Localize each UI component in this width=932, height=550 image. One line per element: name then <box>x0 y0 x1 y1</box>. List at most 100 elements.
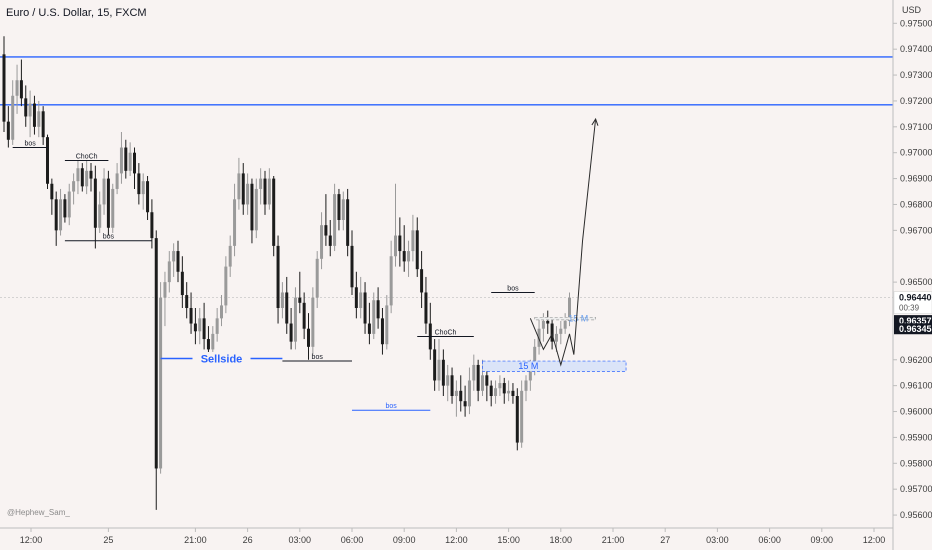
candle-body-121 <box>528 367 532 381</box>
candle-body-74 <box>324 225 328 236</box>
candle-body-45 <box>198 318 202 332</box>
candle-body-70 <box>307 328 310 347</box>
x-tick-label-15: 12:00 <box>863 535 886 545</box>
candle-body-81 <box>354 287 358 308</box>
projection-arrowhead <box>591 117 599 126</box>
x-tick-label-8: 15:00 <box>497 535 520 545</box>
annotations: 15 M 15 M bos ChoCh bos Sellside bos bos ChoCh bo… <box>12 117 627 411</box>
candle-body-76 <box>333 194 337 246</box>
candle-body-59 <box>259 178 263 189</box>
x-tick-label-11: 27 <box>660 535 670 545</box>
candle-body-2 <box>11 95 15 140</box>
y-tick-label-16: 0.95600 <box>900 510 932 520</box>
candle-body-0 <box>2 54 6 122</box>
y-tick-label-12: 0.96000 <box>900 407 932 417</box>
level-label-0: bos <box>24 141 36 148</box>
y-tick-label-14: 0.95800 <box>900 458 932 468</box>
candle-body-50 <box>220 305 223 319</box>
candle-body-51 <box>224 266 228 306</box>
candle-body-8 <box>37 111 41 127</box>
candle-body-46 <box>202 318 206 340</box>
candle-body-53 <box>233 199 237 246</box>
candle-body-118 <box>515 396 519 443</box>
x-tick-label-4: 03:00 <box>289 535 312 545</box>
candle-body-7 <box>32 103 36 127</box>
level-label-4: bos <box>312 354 324 361</box>
candle-body-77 <box>337 194 341 220</box>
y-tick-label-6: 0.96900 <box>900 174 932 184</box>
y-tick-label-0: 0.97500 <box>900 18 932 28</box>
candle-body-87 <box>380 318 384 345</box>
candle-body-112 <box>489 385 493 396</box>
candle-body-130 <box>568 297 571 321</box>
candle-body-94 <box>411 230 415 252</box>
x-tick-label-6: 09:00 <box>393 535 416 545</box>
x-tick-label-3: 26 <box>243 535 253 545</box>
candle-body-18 <box>80 168 84 187</box>
candle-body-115 <box>502 383 506 394</box>
y-tick-label-11: 0.96100 <box>900 381 932 391</box>
y-tick-label-9: 0.96500 <box>900 277 932 287</box>
y-tick-label-3: 0.97200 <box>900 96 932 106</box>
candle-body-123 <box>537 328 541 347</box>
price-label-bg-1 <box>894 315 932 327</box>
level-label-bg-3 <box>192 351 251 365</box>
candle-body-16 <box>72 181 76 192</box>
candle-body-21 <box>93 178 97 228</box>
candle-body-89 <box>389 256 393 306</box>
candle-body-62 <box>272 178 276 246</box>
candle-body-65 <box>285 292 289 324</box>
candle-body-30 <box>133 152 136 174</box>
candle-body-78 <box>341 199 345 220</box>
candle-body-5 <box>24 98 28 117</box>
candle-body-27 <box>119 147 123 174</box>
candle-body-95 <box>415 230 419 270</box>
watermark: @Hephew_Sam_ <box>7 508 70 517</box>
candle-body-48 <box>211 333 215 350</box>
candle-body-114 <box>498 383 502 389</box>
candle-body-75 <box>328 235 332 246</box>
price-label-bg-0 <box>893 291 932 314</box>
chart-title: Euro / U.S. Dollar, 15, FXCM <box>6 7 147 19</box>
candle-body-43 <box>189 308 193 324</box>
candle-body-79 <box>346 199 350 246</box>
candle-body-64 <box>280 292 284 308</box>
candle-body-34 <box>150 212 154 239</box>
candle-body-32 <box>141 181 145 195</box>
level-label-7: bos <box>507 285 519 292</box>
candles <box>2 36 571 510</box>
y-tick-label-13: 0.95900 <box>900 432 932 442</box>
candle-body-9 <box>41 111 45 138</box>
candle-body-103 <box>450 375 454 396</box>
y-tick-label-7: 0.96800 <box>900 199 932 209</box>
candle-body-106 <box>463 401 467 407</box>
candle-body-102 <box>446 375 450 386</box>
candle-body-124 <box>541 320 545 329</box>
level-label-1: ChoCh <box>76 153 98 160</box>
candle-body-86 <box>376 300 380 319</box>
candle-body-49 <box>215 318 219 334</box>
x-tick-label-0: 12:00 <box>20 535 43 545</box>
candle-body-69 <box>302 302 306 329</box>
candle-body-42 <box>185 295 189 308</box>
x-tick-label-14: 09:00 <box>811 535 834 545</box>
candle-body-128 <box>559 328 563 334</box>
candle-body-36 <box>159 297 163 469</box>
y-tick-label-8: 0.96700 <box>900 225 932 235</box>
price-label-bg-2 <box>894 323 932 335</box>
candle-body-38 <box>167 261 171 283</box>
candle-body-93 <box>407 251 411 262</box>
candle-body-57 <box>250 183 254 231</box>
y-tick-label-10: 0.96200 <box>900 355 932 365</box>
candle-body-85 <box>372 300 376 334</box>
candle-body-58 <box>254 188 258 231</box>
candle-body-44 <box>193 323 197 332</box>
candle-body-120 <box>524 380 528 391</box>
candle-body-63 <box>276 245 280 308</box>
candle-body-19 <box>85 170 89 187</box>
x-tick-label-10: 21:00 <box>602 535 625 545</box>
candle-body-3 <box>15 80 19 96</box>
